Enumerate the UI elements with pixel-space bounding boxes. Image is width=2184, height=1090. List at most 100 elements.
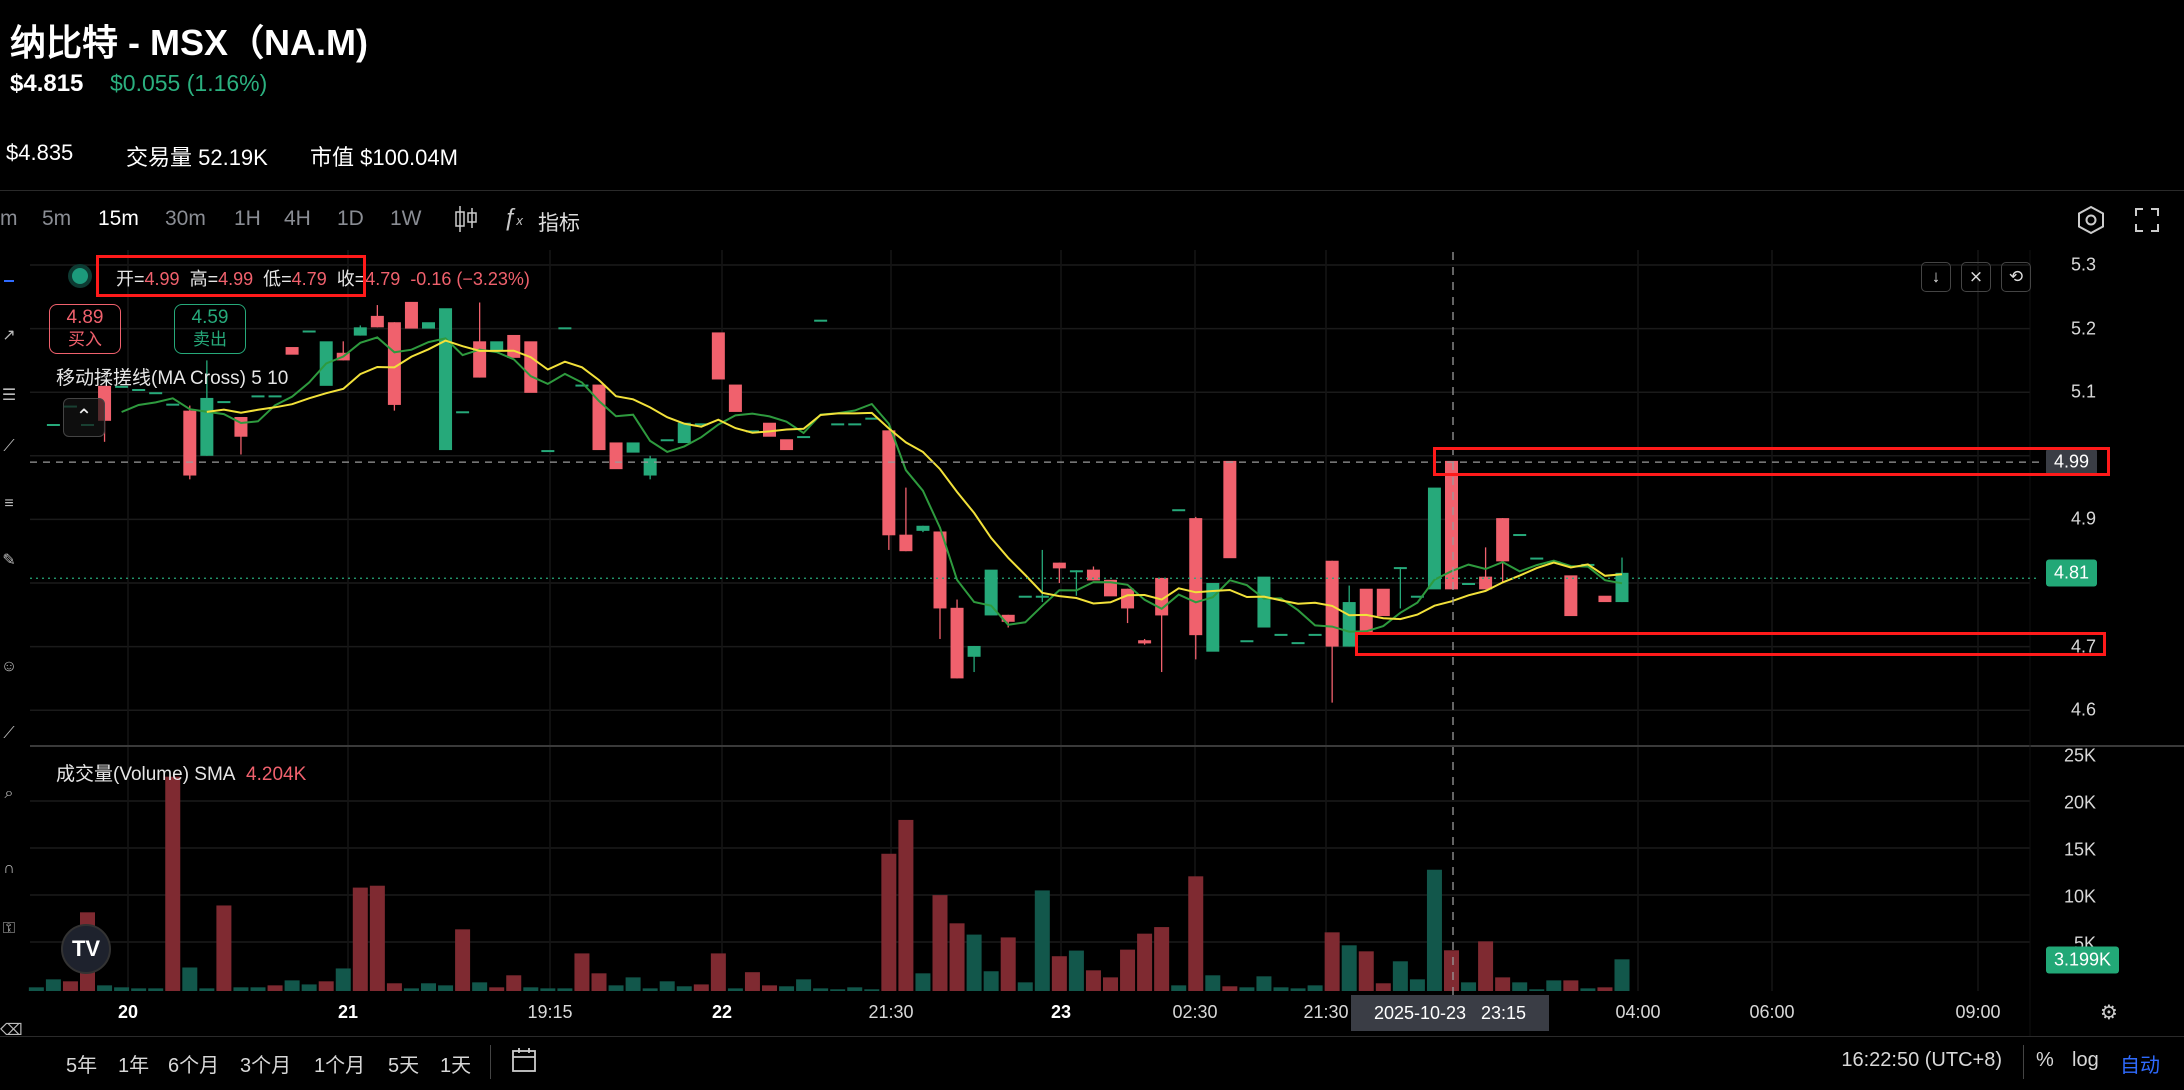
candle-body [1376, 588, 1390, 617]
candle-body [1240, 640, 1254, 643]
range-3m[interactable]: 3个月 [240, 1055, 292, 1077]
collapse-icon[interactable]: ⨯ [1961, 262, 1991, 292]
volume-bar [762, 985, 777, 991]
price-tick-label: 4.9 [2070, 508, 2096, 529]
volume-bar [1324, 932, 1340, 991]
fullscreen-icon[interactable] [2134, 207, 2160, 238]
volume-bar [403, 988, 419, 991]
emoji-tool-icon[interactable]: ☺ [0, 658, 18, 675]
timeframe-15m[interactable]: 15m [98, 207, 139, 230]
candle-body [1530, 557, 1544, 560]
candle-body [950, 607, 964, 679]
magnet-tool-icon[interactable]: ∩ [3, 860, 15, 877]
timeframe-1d[interactable]: 1D [337, 207, 364, 230]
timeframe-1w[interactable]: 1W [390, 207, 422, 230]
volume-bar [949, 923, 965, 991]
volume-bar [1120, 949, 1136, 991]
candle-body [285, 347, 299, 355]
time-label: 21 [337, 1002, 359, 1022]
volume-bar [540, 988, 556, 991]
auto-scale-toggle[interactable]: 自动 [2120, 1055, 2160, 1077]
timeframe-4h[interactable]: 4H [284, 207, 311, 230]
candle-body [1615, 572, 1629, 603]
range-1d[interactable]: 1天 [440, 1055, 472, 1077]
volume-bar [1171, 985, 1187, 991]
range-1m[interactable]: 1个月 [314, 1055, 366, 1077]
volume-bar [1375, 983, 1391, 991]
price-change: $0.055 (1.16%) [110, 70, 268, 96]
indicators-button[interactable]: 指标 [538, 212, 580, 235]
volume-bar [1409, 979, 1425, 991]
volume-bar [1273, 987, 1289, 991]
calendar-goto-icon[interactable] [510, 1046, 538, 1081]
volume-bar [1034, 890, 1050, 991]
log-toggle[interactable]: log [2072, 1049, 2099, 1071]
tradingview-logo-icon[interactable]: TV [61, 924, 111, 974]
axis-settings-icon[interactable]: ⚙ [2100, 1002, 2118, 1024]
candle-body [302, 330, 316, 333]
buy-price: 4.89 [66, 307, 104, 328]
range-1y[interactable]: 1年 [118, 1055, 150, 1077]
candle-body [1274, 633, 1288, 636]
lock-tool-icon[interactable]: ⚿ [2, 920, 16, 937]
candle-body [1069, 570, 1083, 573]
settings-hexagon-icon[interactable] [2076, 205, 2106, 240]
volume-stat: 交易量 52.19K [126, 145, 268, 170]
buy-button[interactable]: 4.89 买入 [49, 304, 121, 354]
candle-body [780, 439, 794, 451]
range-5d[interactable]: 5天 [388, 1055, 420, 1077]
candle-body [1342, 602, 1356, 647]
ohlc-legend: 开=4.99 高=4.99 低=4.79 收=4.79 -0.16 (−3.23… [116, 265, 530, 291]
price-tick-label: 5.3 [2070, 254, 2096, 275]
trendline-tool-icon[interactable]: ↗ [2, 327, 16, 344]
volume-bar [284, 980, 300, 991]
fib-tool-icon[interactable]: ☰ [1, 387, 17, 404]
volume-label: 成交量(Volume) SMA [56, 764, 236, 785]
volume-bar [1461, 982, 1477, 991]
brush-tool-icon[interactable]: ✎ [2, 552, 16, 569]
reset-view-icon[interactable]: ⟲ [2001, 262, 2031, 292]
timeframe-30m[interactable]: 30m [165, 207, 206, 230]
close-label: 收= [336, 269, 366, 289]
candle-body [677, 422, 691, 444]
bottom-divider [0, 1036, 2184, 1037]
time-label: 04:00 [1615, 1002, 1661, 1022]
candle-body [1086, 569, 1100, 581]
candle-body [694, 423, 708, 426]
zoom-tool-icon[interactable]: ⌕ [4, 785, 14, 802]
sell-button[interactable]: 4.59 卖出 [174, 304, 246, 354]
candle-body [1018, 595, 1032, 598]
collapse-legend-button[interactable]: ⌃ [63, 398, 105, 437]
range-6m[interactable]: 6个月 [168, 1055, 220, 1077]
percent-toggle[interactable]: % [2036, 1049, 2054, 1071]
market-status-dot [72, 268, 88, 284]
volume-bar [199, 988, 215, 991]
clock-timezone[interactable]: 16:22:50 (UTC+8) [1841, 1049, 2002, 1071]
price-tick-label: 4.7 [2070, 636, 2096, 657]
volume-bar [966, 934, 982, 991]
volume-bar [744, 972, 760, 991]
scroll-down-icon[interactable]: ↓ [1921, 262, 1951, 292]
candle-body [1104, 579, 1117, 597]
volume-tick-label: 15K [2063, 839, 2096, 860]
trash-tool-icon[interactable]: ⌫ [0, 1022, 23, 1039]
candlestick-icon[interactable] [454, 204, 478, 240]
forecast-tool-icon[interactable]: ≡ [4, 495, 14, 512]
ruler-tool-icon[interactable]: ⟋ [3, 725, 15, 742]
ma-fast-line [121, 336, 1623, 633]
candle-body [933, 531, 947, 609]
pattern-tool-icon[interactable]: ⟋ [3, 438, 15, 455]
timeframe-5m[interactable]: 5m [42, 207, 72, 230]
timeframe-1m[interactable]: m [0, 207, 18, 230]
candle-body [626, 442, 640, 453]
volume-bar [233, 987, 249, 991]
range-5y[interactable]: 5年 [66, 1055, 98, 1077]
volume-bar [1358, 951, 1374, 991]
fx-icon[interactable]: ƒx [503, 204, 523, 231]
candle-body [490, 341, 504, 351]
timeframe-1h[interactable]: 1H [234, 207, 261, 230]
candle-body [1427, 487, 1441, 590]
bottom-divider-left [490, 1045, 491, 1079]
candle-body [1564, 575, 1578, 617]
